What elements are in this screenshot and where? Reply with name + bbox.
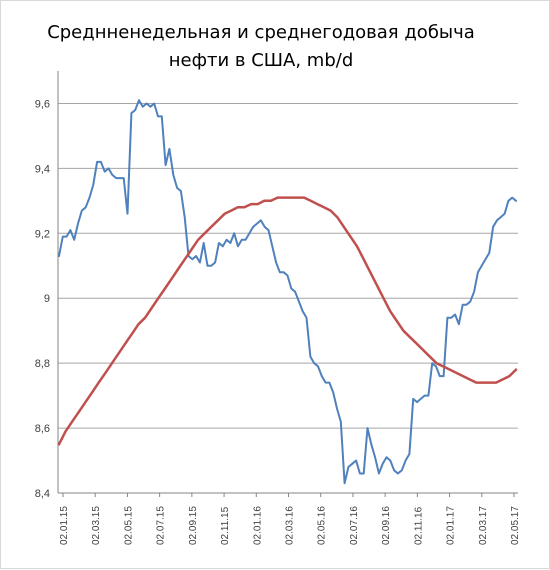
series-layer — [57, 99, 518, 485]
x-tick-label: 02.03.15 — [91, 506, 102, 545]
y-tick-label: 9 — [44, 293, 50, 305]
x-tick-label: 02.01.17 — [446, 506, 457, 545]
y-tick-label: 9,4 — [35, 163, 50, 175]
x-tick-label: 02.07.15 — [156, 506, 167, 545]
x-tick-label: 02.09.16 — [381, 506, 392, 545]
y-tick-label: 9,2 — [35, 228, 50, 240]
x-tick-label: 02.03.16 — [285, 506, 296, 545]
axes — [57, 71, 518, 497]
chart-title-line-2: нефти в США, mb/d — [168, 50, 354, 71]
tick-labels: 9,6 9,4 9,2 9 8,8 8,6 8,4 02.01.15 02.03.15 02.05… — [35, 98, 521, 545]
x-tick-label: 02.05.16 — [317, 506, 328, 545]
x-tick-label: 02.05.15 — [123, 506, 134, 545]
x-tick-label: 02.11.15 — [220, 506, 231, 545]
series-line-weekly — [58, 99, 517, 485]
x-tick-label: 02.05.17 — [510, 506, 521, 545]
y-tick-label: 8,8 — [35, 358, 50, 370]
y-tick-label: 8,4 — [35, 488, 50, 500]
x-tick-label: 02.09.15 — [188, 506, 199, 545]
x-tick-label: 02.01.15 — [59, 506, 70, 545]
x-tick-label: 02.07.16 — [349, 506, 360, 545]
chart-title-line-1: Среднненедельная и среднегодовая добыча — [47, 22, 475, 43]
chart-title: Среднненедельная и среднегодовая добыча … — [1, 19, 521, 75]
y-tick-label: 8,6 — [35, 423, 50, 435]
x-tick-label: 02.03.17 — [478, 506, 489, 545]
y-tick-label: 9,6 — [35, 98, 50, 110]
series-line-annual — [57, 196, 518, 446]
x-tick-label: 02.01.16 — [252, 506, 263, 545]
x-tick-label: 02.11.16 — [413, 506, 424, 545]
gridlines — [58, 102, 518, 494]
